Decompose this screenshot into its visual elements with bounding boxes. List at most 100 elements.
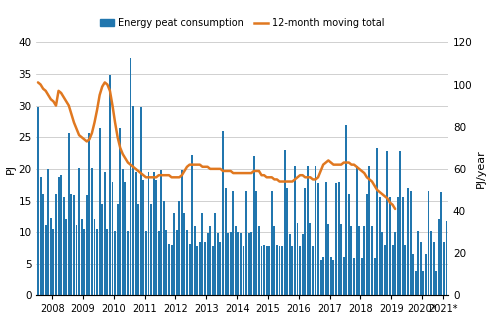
Bar bbox=[433, 242, 435, 295]
Bar bbox=[201, 213, 203, 295]
Bar bbox=[214, 213, 216, 295]
Bar bbox=[158, 231, 160, 295]
Bar bbox=[294, 166, 296, 295]
Bar bbox=[55, 194, 57, 295]
Bar bbox=[443, 242, 445, 295]
Bar bbox=[140, 108, 142, 295]
Bar bbox=[412, 254, 414, 295]
Bar bbox=[173, 213, 175, 295]
Bar bbox=[147, 172, 149, 295]
Bar bbox=[70, 194, 72, 295]
Bar bbox=[399, 150, 401, 295]
Bar bbox=[415, 271, 417, 295]
Bar bbox=[394, 232, 396, 295]
Bar bbox=[230, 232, 232, 295]
Bar bbox=[374, 258, 376, 295]
Bar bbox=[338, 181, 340, 295]
Bar bbox=[186, 230, 188, 295]
Bar bbox=[284, 150, 286, 295]
Bar bbox=[37, 108, 39, 295]
Bar bbox=[240, 233, 242, 295]
Bar bbox=[101, 204, 103, 295]
Bar bbox=[96, 229, 98, 295]
Bar bbox=[86, 195, 88, 295]
Bar bbox=[135, 172, 136, 295]
Bar bbox=[371, 226, 373, 295]
Bar bbox=[345, 124, 347, 295]
Bar bbox=[163, 201, 165, 295]
Bar bbox=[45, 225, 47, 295]
Bar bbox=[57, 177, 59, 295]
Bar bbox=[409, 191, 411, 295]
Bar bbox=[171, 245, 172, 295]
Bar bbox=[207, 233, 209, 295]
Bar bbox=[430, 231, 432, 295]
Bar bbox=[117, 204, 119, 295]
Bar bbox=[63, 197, 65, 295]
Bar bbox=[278, 246, 280, 295]
Bar bbox=[53, 229, 55, 295]
Bar bbox=[189, 244, 191, 295]
Y-axis label: PJ: PJ bbox=[5, 164, 16, 174]
Bar bbox=[368, 166, 370, 295]
Bar bbox=[261, 246, 263, 295]
Bar bbox=[361, 258, 363, 295]
Bar bbox=[428, 191, 430, 295]
Bar bbox=[235, 226, 237, 295]
Bar bbox=[353, 258, 355, 295]
Bar bbox=[351, 226, 353, 295]
Bar bbox=[137, 204, 139, 295]
Bar bbox=[420, 242, 422, 295]
Bar bbox=[332, 260, 334, 295]
Bar bbox=[122, 169, 124, 295]
Bar bbox=[109, 75, 111, 295]
Bar bbox=[307, 166, 309, 295]
Bar bbox=[81, 220, 82, 295]
Bar bbox=[224, 188, 226, 295]
Bar bbox=[276, 245, 278, 295]
Bar bbox=[330, 258, 332, 295]
Bar bbox=[268, 246, 270, 295]
Bar bbox=[204, 242, 206, 295]
Bar bbox=[68, 133, 70, 295]
Y-axis label: PJ/year: PJ/year bbox=[475, 149, 486, 188]
Bar bbox=[384, 245, 386, 295]
Bar bbox=[445, 221, 447, 295]
Bar bbox=[436, 271, 437, 295]
Bar bbox=[343, 258, 345, 295]
Bar bbox=[325, 181, 327, 295]
Bar bbox=[266, 246, 268, 295]
Bar bbox=[132, 106, 134, 295]
Bar bbox=[209, 226, 211, 295]
Bar bbox=[335, 183, 337, 295]
Bar bbox=[363, 226, 365, 295]
Bar bbox=[60, 175, 62, 295]
Bar bbox=[196, 246, 198, 295]
Bar bbox=[358, 226, 360, 295]
Bar bbox=[217, 233, 219, 295]
Bar bbox=[297, 223, 299, 295]
Bar bbox=[315, 166, 316, 295]
Bar bbox=[248, 233, 249, 295]
Bar bbox=[176, 230, 178, 295]
Bar bbox=[289, 234, 291, 295]
Bar bbox=[348, 194, 350, 295]
Bar bbox=[73, 195, 75, 295]
Bar bbox=[99, 128, 101, 295]
Bar bbox=[127, 231, 129, 295]
Bar bbox=[309, 223, 311, 295]
Bar bbox=[232, 191, 234, 295]
Bar bbox=[340, 224, 342, 295]
Bar bbox=[291, 246, 293, 295]
Bar bbox=[299, 246, 301, 295]
Bar bbox=[145, 231, 147, 295]
Bar bbox=[438, 220, 440, 295]
Bar bbox=[392, 245, 393, 295]
Bar bbox=[271, 191, 273, 295]
Bar bbox=[47, 169, 49, 295]
Bar bbox=[286, 188, 288, 295]
Bar bbox=[119, 128, 121, 295]
Bar bbox=[50, 218, 52, 295]
Bar bbox=[78, 168, 80, 295]
Legend: Energy peat consumption, 12-month moving total: Energy peat consumption, 12-month moving… bbox=[96, 14, 389, 32]
